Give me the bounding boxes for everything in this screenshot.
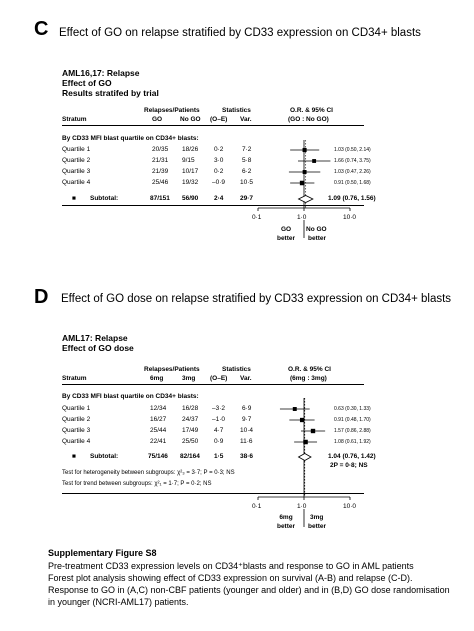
header-col2: 3mg — [182, 375, 196, 382]
header-rule — [62, 125, 364, 126]
point-estimate — [303, 439, 308, 445]
header-col2: No GO — [180, 116, 201, 123]
footer-rule — [62, 493, 364, 494]
footer-rule — [62, 205, 364, 206]
axis-tick-label: 0·1 — [252, 214, 262, 221]
heterogeneity-test: Test for heterogeneity between subgroups… — [62, 470, 235, 476]
header-statistics: Statistics — [222, 366, 251, 373]
point-estimate — [299, 417, 305, 423]
point-estimate — [292, 407, 297, 411]
better-left-2: better — [276, 235, 296, 242]
caption-line: in younger (NCRI-AML17) patients. — [48, 597, 189, 607]
header-oe: (O–E) — [210, 116, 228, 123]
header-stratum: Stratum — [62, 375, 87, 382]
header-col1: GO — [152, 116, 163, 123]
better-right-1: 3mg — [310, 514, 324, 521]
point-estimate — [302, 147, 307, 153]
header-var: Var. — [240, 116, 252, 123]
axis-tick-label: 1·0 — [297, 214, 307, 221]
point-estimate — [312, 159, 317, 163]
panel-letter: C — [34, 18, 49, 40]
sub-title-2: Effect of GO — [62, 78, 112, 88]
better-right-2: better — [308, 523, 327, 530]
sub-title-1: AML17: Relapse — [62, 333, 128, 343]
axis-tick-label: 0·1 — [252, 503, 262, 510]
axis-tick-label: 1·0 — [297, 503, 307, 510]
trend-test: Test for trend between subgroups: χ²₁ = … — [62, 481, 212, 487]
better-left-2: better — [276, 523, 296, 530]
panel-title: Effect of GO dose on relapse stratified … — [61, 293, 452, 305]
subtotal-square-icon: ■ — [72, 195, 76, 202]
point-estimate — [302, 170, 307, 174]
subtotal-diamond — [297, 453, 312, 461]
header-rule — [62, 384, 364, 385]
sub-title-1: AML16,17: Relapse — [62, 68, 140, 78]
header-or-ci: O.R. & 95% CI — [290, 107, 333, 114]
point-estimate — [310, 428, 316, 434]
better-left-1: GO — [280, 226, 292, 233]
caption-line: Pre-treatment CD33 expression levels on … — [48, 561, 414, 571]
point-estimate — [299, 180, 305, 186]
sub-title-2: Effect of GO dose — [62, 343, 134, 353]
header-or-sub: (6mg : 3mg) — [290, 375, 327, 382]
header-statistics: Statistics — [222, 107, 251, 114]
caption-line: Response to GO in (A,C) non-CBF patients… — [48, 585, 450, 595]
header-stratum: Stratum — [62, 116, 87, 123]
panel-title: Effect of GO on relapse stratified by CD… — [59, 27, 421, 39]
group-label: By CD33 MFI blast quartile on CD34+ blas… — [62, 135, 199, 142]
subtotal-square-icon: ■ — [72, 453, 76, 460]
header-var: Var. — [240, 375, 252, 382]
header-or-sub: (GO : No GO) — [288, 116, 329, 123]
header-col1: 6mg — [150, 375, 164, 382]
better-right-1: No GO — [306, 226, 327, 233]
header-or-ci: O.R. & 95% CI — [288, 366, 331, 373]
caption-line: Forest plot analysis showing effect of C… — [48, 573, 413, 583]
better-right-2: better — [308, 235, 327, 242]
group-label: By CD33 MFI blast quartile on CD34+ blas… — [62, 393, 199, 400]
axis-tick-label: 10·0 — [343, 503, 357, 510]
axis-tick-label: 10·0 — [343, 214, 357, 221]
panel-letter: D — [34, 286, 49, 308]
subtotal-diamond — [297, 195, 314, 203]
better-left-1: 6mg — [279, 514, 293, 521]
sub-title-3: Results stratifed by trial — [62, 88, 159, 98]
caption-title: Supplementary Figure S8 — [48, 548, 157, 558]
header-relapses-patients: Relapses/Patients — [144, 107, 200, 114]
header-oe: (O–E) — [210, 375, 228, 382]
header-relapses-patients: Relapses/Patients — [144, 366, 200, 373]
